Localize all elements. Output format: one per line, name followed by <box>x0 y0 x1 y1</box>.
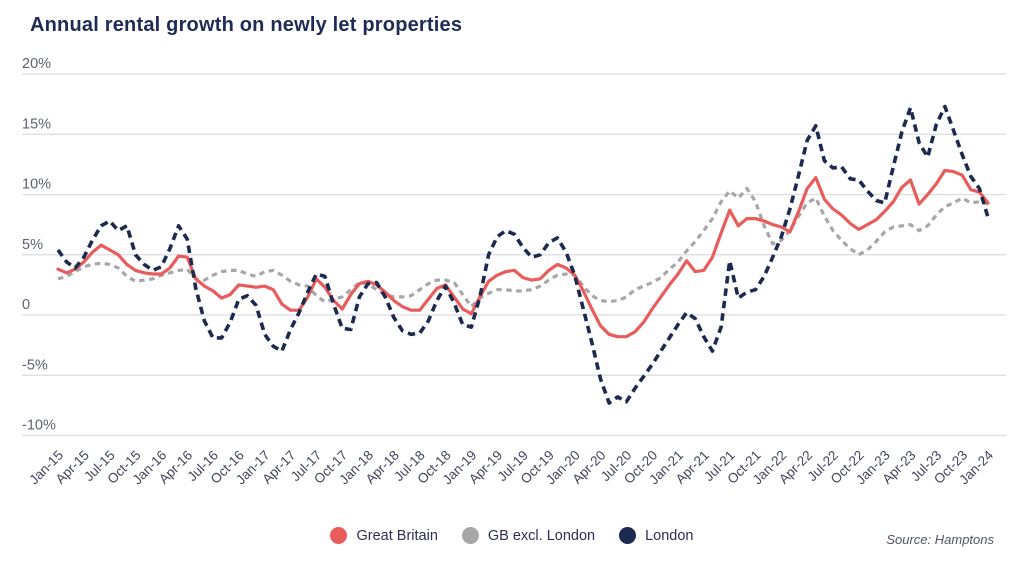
legend-label: Great Britain <box>356 527 438 544</box>
legend-item-great-britain: Great Britain <box>330 527 438 544</box>
y-axis-tick-label: 5% <box>22 237 43 253</box>
y-axis-tick-label: 0 <box>22 297 30 313</box>
series-line-london <box>56 104 990 405</box>
legend-label: London <box>645 527 694 544</box>
y-axis-tick-label: -10% <box>22 418 56 434</box>
chart-title: Annual rental growth on newly let proper… <box>30 14 463 36</box>
y-axis-tick-label: 15% <box>22 116 51 132</box>
series-line-gb-excl-london <box>57 186 989 309</box>
legend-label: GB excl. London <box>487 527 596 544</box>
y-axis-tick-label: -5% <box>22 357 48 373</box>
source-credit: Source: Hamptons <box>886 532 994 547</box>
london-marker-icon <box>619 527 637 544</box>
great-britain-marker-icon <box>330 527 348 544</box>
y-axis-tick-label: 20% <box>22 56 51 72</box>
series-line-great-britain <box>56 168 990 339</box>
legend-item-london: London <box>619 527 694 544</box>
y-axis-tick-label: 10% <box>22 177 51 193</box>
legend: Great Britain GB excl. London London <box>0 527 1024 544</box>
gb-excl-london-marker-icon <box>461 527 479 544</box>
legend-item-gb-excl-london: GB excl. London <box>461 527 596 544</box>
